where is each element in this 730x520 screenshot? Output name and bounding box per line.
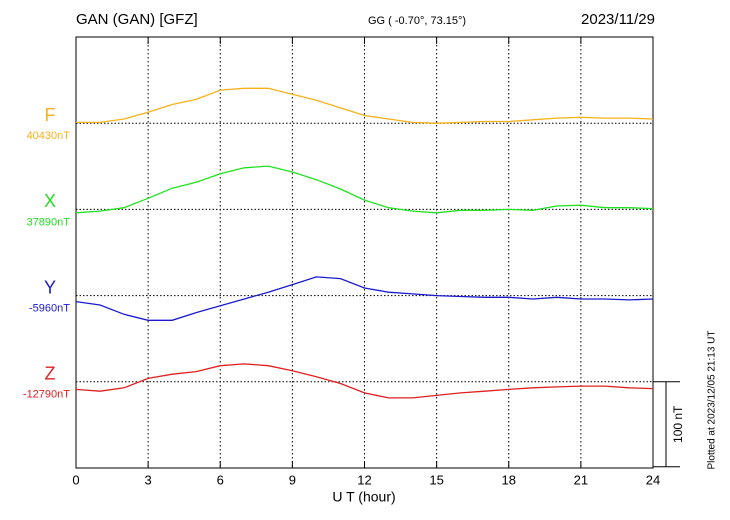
- baseline-label: 40430nT: [27, 130, 71, 142]
- baseline-label: -12790nT: [23, 389, 70, 401]
- x-axis-label: U T (hour): [332, 489, 395, 505]
- x-tick-label: 12: [357, 472, 371, 487]
- x-tick-label: 3: [145, 472, 152, 487]
- chart-title: GAN (GAN) [GFZ]: [76, 11, 198, 28]
- x-tick-label: 24: [646, 472, 660, 487]
- chart-subtitle: GG ( -0.70°, 73.15°): [368, 15, 466, 27]
- legend-label: Z: [45, 364, 56, 384]
- series-line: [75, 165, 654, 214]
- chart-date: 2023/11/29: [581, 11, 655, 28]
- x-tick-label: 6: [217, 472, 224, 487]
- footnote: Plotted at 2023/12/05 21:13 UT: [707, 331, 718, 470]
- series-line: [75, 276, 654, 321]
- series-line: [76, 87, 654, 124]
- baseline-label: 37890nT: [27, 216, 71, 228]
- series-line: [75, 363, 654, 399]
- scale-label: 100 nT: [671, 405, 685, 443]
- x-tick-label: 0: [72, 472, 79, 487]
- x-tick-label: 21: [574, 472, 588, 487]
- legend-label: X: [44, 191, 56, 211]
- baseline-label: -5960nT: [29, 303, 70, 315]
- x-tick-label: 9: [289, 472, 296, 487]
- legend-label: Y: [44, 277, 56, 297]
- legend-label: F: [45, 105, 56, 125]
- x-tick-label: 18: [502, 472, 516, 487]
- x-tick-label: 15: [429, 472, 443, 487]
